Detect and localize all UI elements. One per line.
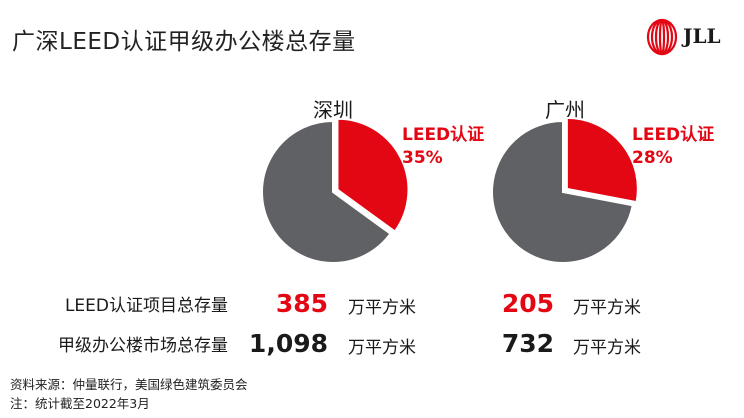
unit-shenzhen-total: 万平方米	[348, 338, 416, 358]
logo-text: JLL	[683, 24, 721, 48]
pie-1-slice-value-label: 28%	[632, 148, 673, 168]
pie-0-slice-label: LEED认证	[402, 124, 484, 145]
source-note: 资料来源：仲量联行，美国绿色建筑委员会	[10, 377, 248, 392]
page-title: 广深LEED认证甲级办公楼总存量	[12, 29, 356, 55]
value-shenzhen-total: 1,098	[248, 329, 328, 358]
jll-logo-icon	[646, 18, 678, 56]
unit-guangzhou-total: 万平方米	[573, 338, 641, 358]
row-label-grade-a: 甲级办公楼市场总存量	[58, 336, 228, 356]
pie-1-slice-0	[565, 116, 639, 204]
row-label-leed: LEED认证项目总存量	[64, 296, 228, 316]
pie-0-slice-0	[336, 117, 410, 233]
date-note: 注：统计截至2022年3月	[10, 396, 150, 411]
city-title-shenzhen: 深圳	[313, 98, 353, 122]
value-guangzhou-leed: 205	[501, 289, 554, 318]
unit-shenzhen-leed: 万平方米	[348, 298, 416, 318]
pie-1-slice-label: LEED认证	[632, 124, 714, 145]
unit-guangzhou-leed: 万平方米	[573, 298, 641, 318]
value-guangzhou-total: 732	[501, 329, 554, 358]
pie-0-slice-value-label: 35%	[402, 148, 443, 168]
pie-1-slice-1	[491, 119, 634, 264]
pie-0-slice-1	[261, 119, 392, 264]
value-shenzhen-leed: 385	[275, 289, 328, 318]
